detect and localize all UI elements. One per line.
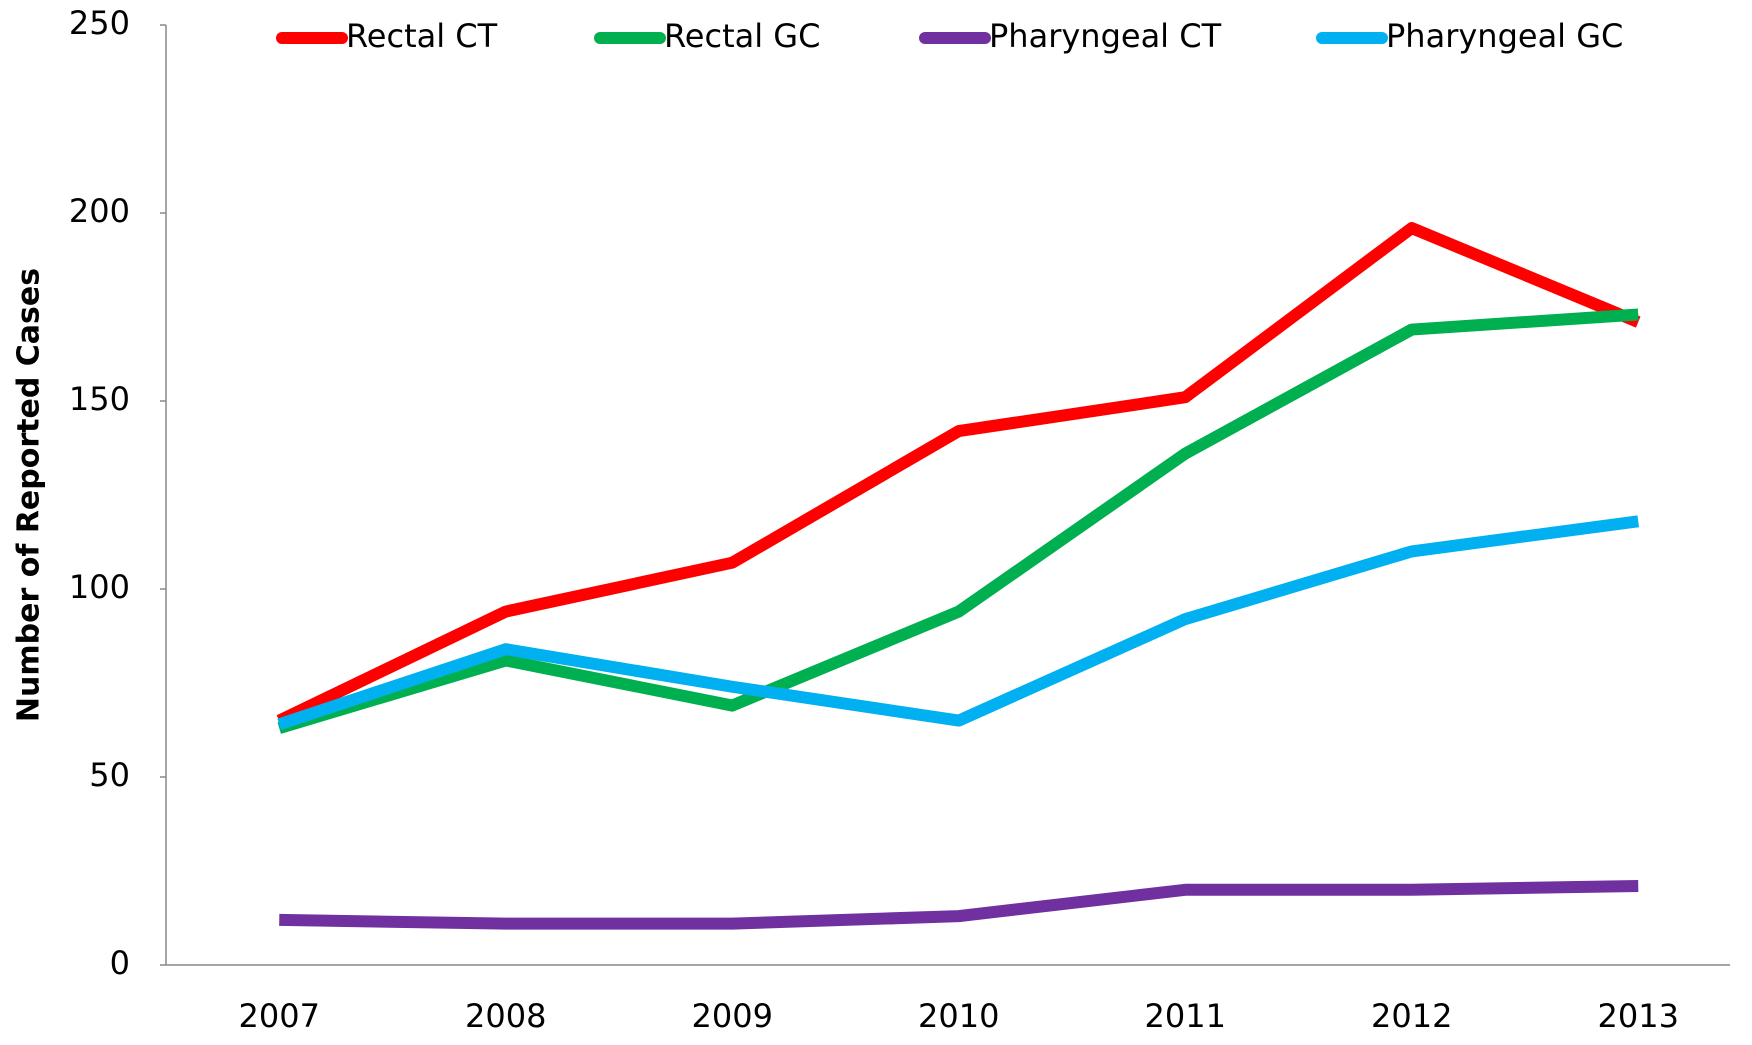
line-series xyxy=(277,515,1640,731)
legend-label: Rectal CT xyxy=(346,17,498,55)
x-tick-label: 2009 xyxy=(692,997,773,1035)
y-axis-label: Number of Reported Cases xyxy=(12,268,47,722)
legend-label: Pharyngeal CT xyxy=(989,17,1222,55)
line-series xyxy=(276,222,1641,727)
x-tick-label: 2010 xyxy=(918,997,999,1035)
y-tick-label: 250 xyxy=(69,4,130,42)
x-tick-label: 2008 xyxy=(465,997,546,1035)
line-series xyxy=(277,308,1639,734)
x-tick-label: 2007 xyxy=(239,997,320,1035)
y-tick-label: 150 xyxy=(69,380,130,418)
x-tick-label: 2013 xyxy=(1598,997,1679,1035)
line-series xyxy=(279,880,1639,930)
y-tick-label: 0 xyxy=(110,944,130,982)
legend-label: Pharyngeal GC xyxy=(1386,17,1623,55)
x-tick-label: 2011 xyxy=(1145,997,1226,1035)
y-tick-label: 100 xyxy=(69,568,130,606)
y-tick-label: 50 xyxy=(89,756,130,794)
x-tick-label: 2012 xyxy=(1371,997,1452,1035)
y-tick-label: 200 xyxy=(69,192,130,230)
legend-label: Rectal GC xyxy=(664,17,820,55)
